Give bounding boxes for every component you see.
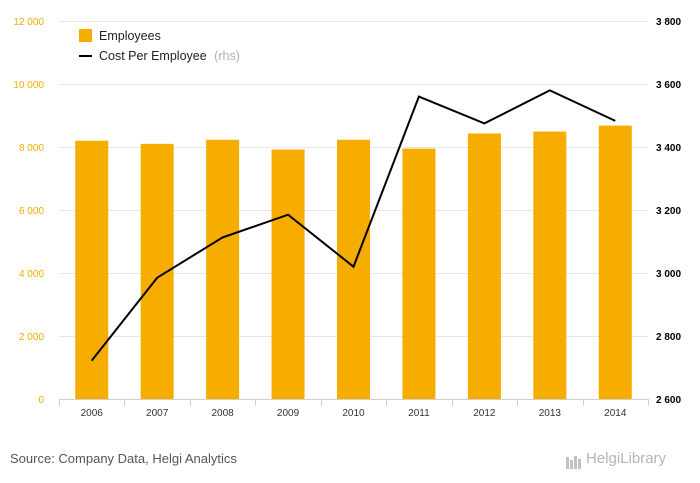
source-note: Source: Company Data, Helgi Analytics (10, 451, 237, 466)
left-tick-label: 2 000 (19, 332, 44, 343)
legend-label-cost-text: Cost Per Employee (99, 49, 207, 63)
left-tick-label: 4 000 (19, 269, 44, 280)
right-y-axis: 2 600 2 800 3 000 3 200 3 400 3 600 3 800 (656, 17, 681, 406)
employees-bar-2011 (402, 148, 436, 399)
right-tick-label: 3 400 (656, 143, 681, 154)
employees-bar-2014 (598, 125, 632, 399)
x-tick-label-2010: 2010 (342, 408, 365, 419)
logo-text: HelgiLibrary (586, 450, 667, 467)
legend-swatch-employees (79, 29, 92, 42)
employees-bar-2010 (337, 139, 370, 399)
x-tick-label-2008: 2008 (211, 408, 234, 419)
employees-bar-2012 (467, 133, 501, 399)
library-icon (566, 452, 582, 469)
right-tick-label: 2 600 (656, 395, 681, 406)
helgi-library-logo[interactable]: HelgiLibrary (566, 450, 666, 469)
x-tick-label-2014: 2014 (604, 408, 627, 419)
employees-bar-2009 (271, 149, 305, 399)
x-tick-label-2006: 2006 (81, 408, 104, 419)
legend-label-cost-per-employee: Cost Per Employee (rhs) (99, 49, 240, 63)
left-y-axis: 0 2 000 4 000 6 000 8 000 10 000 12 000 (13, 17, 44, 406)
legend-label-rhs: (rhs) (214, 49, 240, 63)
employees-bar-2013 (533, 131, 567, 399)
x-tick-label-2007: 2007 (146, 408, 169, 419)
cost-per-employee-line (90, 89, 616, 362)
right-tick-label: 3 200 (656, 206, 681, 217)
x-tick-label-2012: 2012 (473, 408, 496, 419)
left-tick-label: 10 000 (13, 80, 44, 91)
right-tick-label: 3 800 (656, 17, 681, 28)
legend: Employees Cost Per Employee (rhs) (79, 29, 240, 63)
x-tick-label-2009: 2009 (277, 408, 300, 419)
x-tick-label-2013: 2013 (539, 408, 562, 419)
x-tick-label-2011: 2011 (408, 408, 430, 419)
legend-label-employees: Employees (99, 29, 161, 43)
employees-bar-2008 (206, 139, 240, 399)
employees-bar-2006 (75, 140, 109, 399)
x-axis: 2006 2007 2008 2009 2010 2011 2012 2013 2014 (59, 399, 649, 419)
combo-chart: 2006 2007 2008 2009 2010 2011 2012 2013 2014 0 2 … (13, 17, 681, 419)
left-tick-label: 0 (38, 395, 44, 406)
right-tick-label: 3 600 (656, 80, 681, 91)
right-tick-label: 2 800 (656, 332, 681, 343)
employees-bars (75, 125, 632, 399)
right-tick-label: 3 000 (656, 269, 681, 280)
left-tick-label: 6 000 (19, 206, 44, 217)
left-tick-label: 12 000 (13, 17, 44, 28)
left-tick-label: 8 000 (19, 143, 44, 154)
